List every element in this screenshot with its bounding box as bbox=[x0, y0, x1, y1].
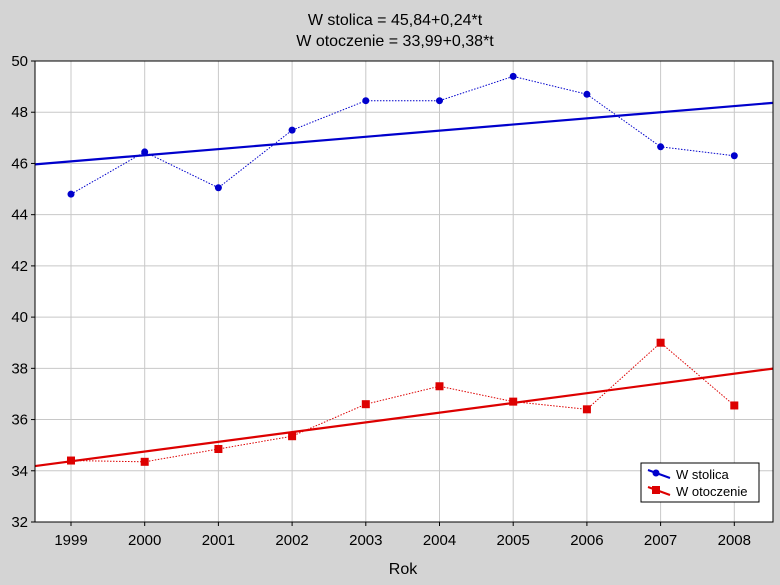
data-point-stolica bbox=[730, 152, 738, 160]
plot-area bbox=[35, 61, 773, 522]
x-tick-label: 2001 bbox=[202, 532, 235, 549]
data-point-otoczenie bbox=[67, 456, 75, 465]
y-tick-label: 36 bbox=[11, 412, 28, 429]
data-point-stolica bbox=[509, 72, 517, 80]
y-tick-label: 44 bbox=[11, 207, 28, 224]
legend-marker-stolica bbox=[652, 469, 660, 477]
y-tick-label: 38 bbox=[11, 360, 28, 377]
data-point-stolica bbox=[657, 143, 665, 151]
data-point-stolica bbox=[436, 97, 443, 105]
legend: W stolica W otoczenie bbox=[640, 462, 760, 503]
x-tick-label: 2006 bbox=[570, 532, 603, 549]
series-line-otoczenie bbox=[70, 342, 735, 463]
data-point-stolica bbox=[67, 190, 75, 198]
y-tick-label: 46 bbox=[11, 155, 28, 172]
legend-label-otoczenie: W otoczenie bbox=[676, 484, 748, 499]
y-tick-label: 40 bbox=[11, 309, 28, 326]
data-point-stolica bbox=[141, 148, 149, 156]
legend-box bbox=[640, 462, 760, 503]
series-line-stolica bbox=[70, 75, 735, 195]
data-point-otoczenie bbox=[140, 457, 149, 466]
plot-frame bbox=[34, 60, 774, 523]
legend-items: W stolica W otoczenie bbox=[647, 467, 748, 499]
chart-title-line1: W stolica = 45,84+0,24*t bbox=[308, 12, 483, 29]
legend-label-stolica: W stolica bbox=[676, 467, 730, 482]
data-point-otoczenie bbox=[656, 338, 665, 347]
y-tick-label: 48 bbox=[11, 104, 28, 121]
data-point-otoczenie bbox=[361, 400, 370, 409]
trend-line-stolica bbox=[34, 101, 774, 166]
data-point-otoczenie bbox=[214, 445, 223, 454]
chart-title-line2: W otoczenie = 33,99+0,38*t bbox=[296, 33, 494, 50]
trend-layer bbox=[34, 101, 774, 468]
x-tick-label: 2002 bbox=[275, 532, 308, 549]
trend-line-otoczenie bbox=[34, 367, 774, 468]
y-tick-label: 32 bbox=[11, 514, 28, 531]
x-tick-label: 2004 bbox=[423, 532, 456, 549]
x-tick-label: 1999 bbox=[54, 532, 87, 549]
y-tick-label: 42 bbox=[11, 258, 28, 275]
data-point-otoczenie bbox=[730, 401, 739, 410]
tick-layer: 32 34 36 38 40 42 44 46 48 50 1999 2000 2001 2002 2003… bbox=[11, 53, 751, 549]
x-tick-label: 2000 bbox=[128, 532, 161, 549]
y-tick-label: 50 bbox=[11, 53, 28, 70]
x-tick-label: 2005 bbox=[497, 532, 530, 549]
data-point-stolica bbox=[214, 184, 222, 192]
x-tick-label: 2003 bbox=[349, 532, 382, 549]
x-axis-label: Rok bbox=[389, 561, 418, 578]
legend-marker-otoczenie bbox=[652, 486, 660, 494]
grid-layer bbox=[35, 61, 773, 522]
data-point-stolica bbox=[362, 97, 370, 105]
data-point-stolica bbox=[288, 126, 296, 134]
data-point-otoczenie bbox=[509, 397, 518, 406]
data-point-otoczenie bbox=[288, 432, 297, 441]
data-point-otoczenie bbox=[435, 382, 444, 391]
data-point-stolica bbox=[583, 90, 591, 98]
x-tick-label: 2008 bbox=[718, 532, 751, 549]
series-layer bbox=[67, 72, 739, 466]
x-tick-label: 2007 bbox=[644, 532, 677, 549]
y-tick-label: 34 bbox=[11, 463, 28, 480]
data-point-otoczenie bbox=[582, 405, 591, 414]
